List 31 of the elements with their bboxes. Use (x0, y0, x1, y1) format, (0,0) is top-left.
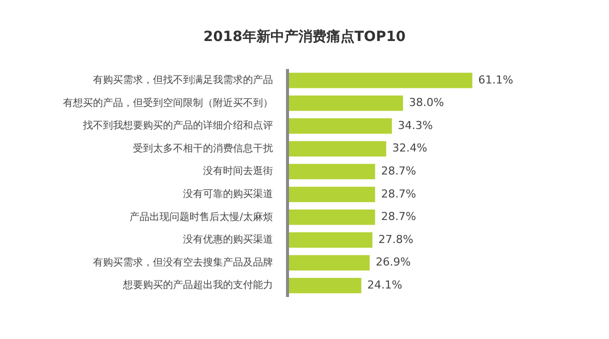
data-label: 28.7% (381, 187, 416, 200)
bar (289, 96, 403, 111)
bar (289, 164, 376, 180)
data-label: 27.8% (378, 232, 414, 246)
bar (289, 141, 386, 156)
y-tick-label: 找不到我想要购买的产品的详细介绍和点评 (82, 120, 273, 132)
data-label: 38.0% (409, 96, 444, 110)
data-label: 28.7% (381, 210, 416, 224)
data-label: 24.1% (367, 278, 402, 292)
data-label: 32.4% (392, 142, 428, 155)
y-tick-label: 没有可靠的购买渠道 (183, 188, 273, 200)
y-tick-label: 有想买的产品，但受到空间限制（附近买不到） (63, 96, 273, 109)
bar (289, 278, 362, 294)
y-tick-label: 没有优惠的购买渠道 (183, 234, 273, 246)
data-label: 28.7% (381, 164, 416, 178)
bar (289, 118, 392, 134)
data-label: 34.3% (398, 118, 433, 132)
bar (289, 186, 376, 202)
bar (289, 210, 376, 225)
y-tick-label: 想要购买的产品超出我的支付能力 (122, 279, 273, 292)
chart-title: 2018年新中产消费痛点TOP10 (202, 28, 407, 46)
y-tick-label: 有购买需求，但找不到满足我需求的产品 (93, 74, 273, 86)
y-tick-label: 产品出现问题时售后太慢/太麻烦 (130, 210, 273, 223)
data-label: 61.1% (478, 73, 514, 86)
y-tick-label: 受到太多不相干的消费信息干扰 (133, 142, 273, 154)
data-label: 26.9% (376, 256, 411, 269)
y-tick-label: 有购买需求，但没有空去搜集产品及品牌 (93, 256, 273, 268)
y-tick-label: 没有时间去逛街 (203, 165, 273, 178)
bar (289, 72, 472, 88)
bar (289, 232, 372, 248)
bar (289, 255, 370, 270)
